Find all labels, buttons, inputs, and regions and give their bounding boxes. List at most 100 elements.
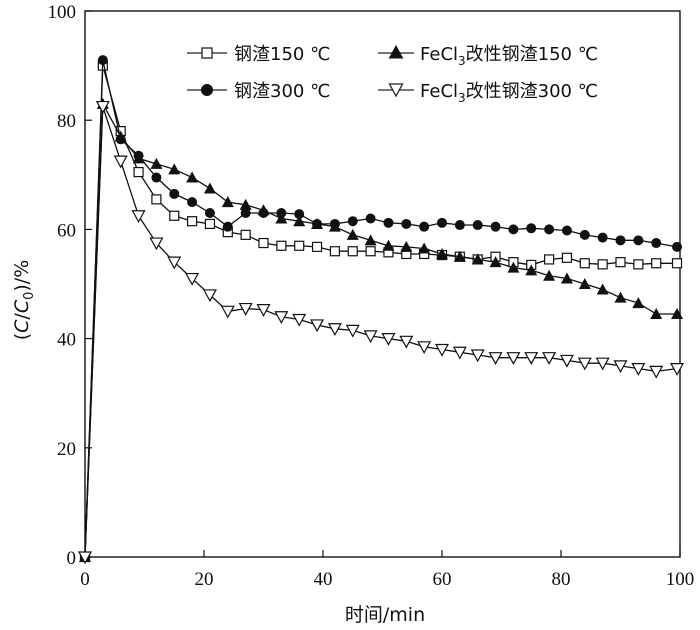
series-1-point-27 xyxy=(561,225,572,236)
series-1-point-9 xyxy=(240,208,251,219)
series-1-point-7 xyxy=(204,208,215,219)
series-3-point-0 xyxy=(77,551,93,565)
series-2-point-2 xyxy=(114,130,127,142)
series-2-point-19 xyxy=(418,242,431,254)
series-0-point-5 xyxy=(169,210,180,221)
series-1-point-1 xyxy=(97,55,108,66)
series-2-point-13 xyxy=(311,217,324,229)
x-tick-label-4: 80 xyxy=(552,569,571,590)
series-2-point-32 xyxy=(650,308,663,320)
legend-item-2: FeCl3改性钢渣150 ℃ xyxy=(378,44,598,68)
series-0-point-4 xyxy=(151,194,162,205)
series-1-point-15 xyxy=(347,216,358,227)
series-1-point-24 xyxy=(508,224,519,235)
y-axis-title: (C/C0)/% xyxy=(11,260,37,341)
series-0-point-10 xyxy=(258,237,269,249)
series-0-point-28 xyxy=(579,258,590,269)
plot-frame xyxy=(84,10,681,558)
series-2-point-18 xyxy=(400,240,413,252)
series-1-point-17 xyxy=(383,217,394,228)
series-1-point-5 xyxy=(169,188,180,199)
series-1-point-16 xyxy=(365,213,376,224)
series-2-point-30 xyxy=(614,291,627,303)
legend: 钢渣150 ℃ 钢渣300 ℃ FeCl3改性钢渣150 ℃ FeCl3改性钢渣… xyxy=(187,44,598,105)
legend-label-2-sub: 3 xyxy=(458,54,466,68)
series-line-3 xyxy=(84,106,678,558)
series-0-point-31 xyxy=(633,259,644,270)
series-2-point-27 xyxy=(560,272,573,284)
series-1-point-21 xyxy=(454,220,465,231)
series-2-point-3 xyxy=(132,152,145,164)
series-3-point-19 xyxy=(417,341,432,355)
series-0-point-13 xyxy=(311,241,323,252)
legend-label-0: 钢渣150 ℃ xyxy=(234,44,330,65)
series-line-2 xyxy=(84,101,677,558)
y-axis-title-close: )/% xyxy=(11,260,33,292)
series-3-point-12 xyxy=(292,313,307,327)
legend-marker-2 xyxy=(388,44,404,59)
series-1-point-30 xyxy=(615,235,626,246)
series-line-0 xyxy=(84,65,677,558)
series-3-point-4 xyxy=(149,237,164,251)
series-3-point-21 xyxy=(452,346,467,360)
series-1-point-4 xyxy=(151,172,162,183)
series-2-point-4 xyxy=(150,157,163,169)
series-0-point-33 xyxy=(671,258,683,269)
series-3-point-31 xyxy=(631,363,646,376)
series-2-point-21 xyxy=(453,250,466,262)
series-3-point-32 xyxy=(649,365,664,379)
series-2-point-10 xyxy=(257,204,270,216)
series-2-point-8 xyxy=(221,196,234,208)
series-3-point-25 xyxy=(524,352,539,365)
legend-label-3: FeCl3改性钢渣300 ℃ xyxy=(420,81,598,105)
legend-label-3-prefix: FeCl xyxy=(420,81,458,102)
series-2-point-5 xyxy=(168,163,181,175)
x-axis-title: 时间/min xyxy=(345,604,425,626)
legend-item-1: 钢渣300 ℃ xyxy=(187,81,330,102)
y-tick-label-1: 20 xyxy=(57,439,76,460)
series-3-point-5 xyxy=(167,256,182,270)
series-2-point-28 xyxy=(578,278,591,289)
series-0-point-29 xyxy=(597,259,608,270)
series-3-point-14 xyxy=(327,323,342,337)
series-2-point-16 xyxy=(364,234,377,246)
series-3-point-18 xyxy=(399,335,414,349)
series-1-point-22 xyxy=(472,220,483,231)
y-axis-title-c: C xyxy=(11,319,33,333)
series-2-point-24 xyxy=(507,261,520,273)
series-0-point-15 xyxy=(347,246,358,257)
series-0-point-26 xyxy=(543,254,555,265)
series-2-point-7 xyxy=(203,182,216,194)
series-3-point-26 xyxy=(542,352,557,365)
series-3-point-27 xyxy=(559,354,574,368)
series-3-point-6 xyxy=(185,272,200,286)
legend-label-2-suffix: 改性钢渣150 ℃ xyxy=(466,44,598,65)
series-0-point-30 xyxy=(615,257,626,268)
legend-marker-0 xyxy=(201,47,213,59)
series-3-point-28 xyxy=(577,357,592,371)
series-1-point-33 xyxy=(672,241,683,252)
series-2-point-12 xyxy=(293,215,306,227)
series-3-point-30 xyxy=(613,360,628,374)
series-3-point-29 xyxy=(595,357,610,371)
y-axis-title-open: ( xyxy=(11,333,33,340)
series-2-point-31 xyxy=(632,297,645,309)
series-0-point-14 xyxy=(329,246,340,257)
legend-marker-3 xyxy=(388,83,404,98)
legend-item-0: 钢渣150 ℃ xyxy=(187,44,330,65)
series-3-point-20 xyxy=(434,343,450,357)
series-0-point-11 xyxy=(276,240,287,251)
series-3-point-2 xyxy=(113,155,128,169)
legend-label-2: FeCl3改性钢渣150 ℃ xyxy=(420,44,598,68)
series-2-point-33 xyxy=(671,308,684,320)
series-1-point-6 xyxy=(187,197,198,208)
series-3-point-7 xyxy=(202,289,217,303)
series-1-point-18 xyxy=(401,218,412,229)
series-3-point-9 xyxy=(238,302,253,316)
series-0-point-12 xyxy=(294,240,305,251)
series-2-point-9 xyxy=(239,198,252,210)
series-0-point-6 xyxy=(187,216,198,227)
series-0-point-16 xyxy=(365,246,376,257)
series-1-point-29 xyxy=(597,232,608,243)
